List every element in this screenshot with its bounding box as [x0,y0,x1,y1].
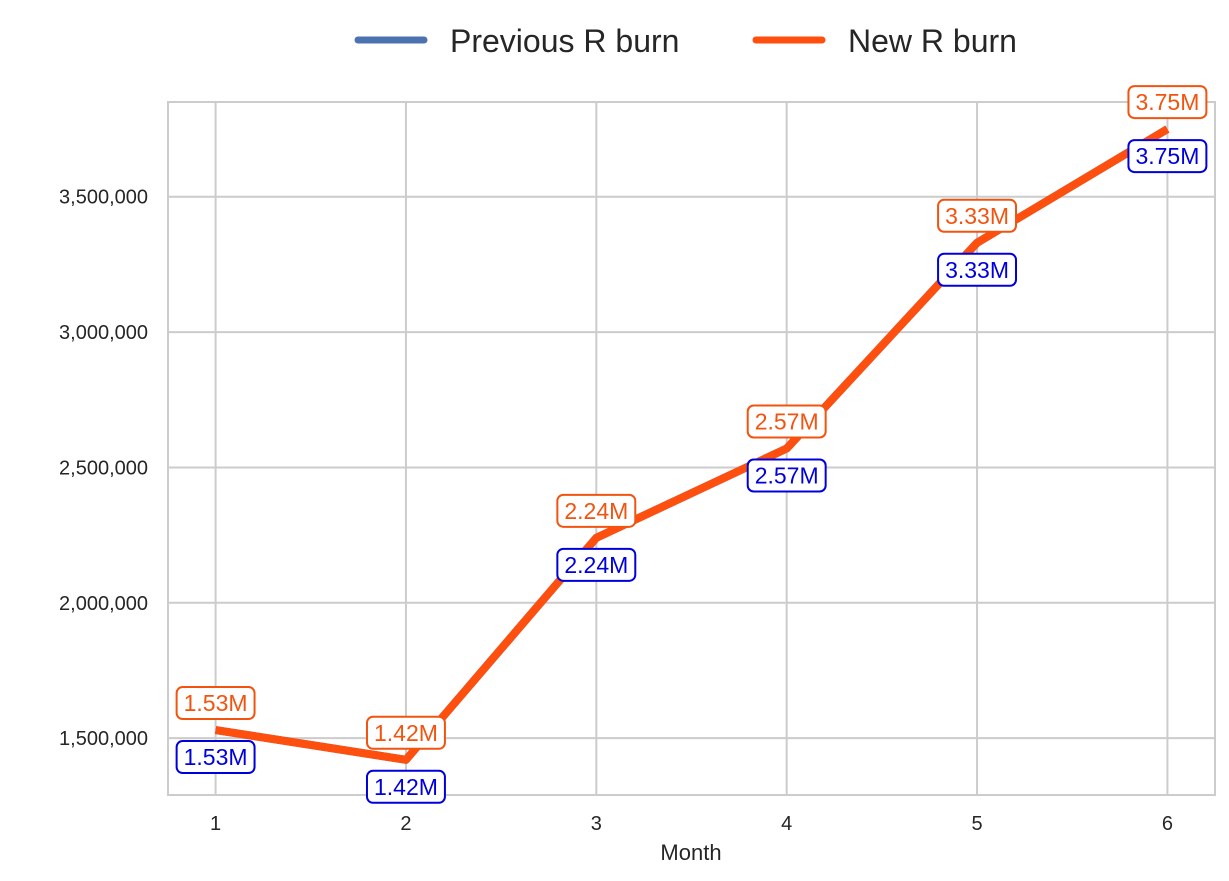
x-tick-label: 3 [591,813,602,835]
svg-text:3.75M: 3.75M [1135,89,1199,115]
legend-label-new: New R burn [848,23,1017,59]
y-tick-label: 3,000,000 [59,322,148,344]
svg-text:2.24M: 2.24M [564,498,628,524]
legend: Previous R burn New R burn [354,23,1017,59]
x-axis-ticks: 1 2 3 4 5 6 [210,813,1173,835]
data-label-0-0: 1.53M [175,740,256,775]
series-line-1 [214,125,1170,764]
x-tick-label: 2 [400,813,411,835]
series-lines [214,125,1170,764]
data-label-0-3: 2.57M [746,458,827,493]
data-label-1-4: 3.33M [937,198,1018,233]
data-label-1-0: 1.53M [175,686,256,721]
x-tick-label: 5 [971,813,982,835]
svg-text:3.33M: 3.33M [945,203,1009,229]
y-tick-label: 3,500,000 [59,187,148,209]
y-tick-label: 2,000,000 [59,593,148,615]
y-axis-ticks: 1,500,000 2,000,000 2,500,000 3,000,000 3,50… [59,187,148,750]
x-tick-label: 4 [781,813,792,835]
data-label-0-4: 3.33M [937,252,1018,287]
data-label-1-5: 3.75M [1127,85,1208,120]
data-label-0-5: 3.75M [1127,139,1208,174]
data-label-0-2: 2.24M [556,547,637,582]
grid-lines [168,102,1215,795]
legend-label-previous: Previous R burn [450,23,679,59]
svg-text:1.42M: 1.42M [374,774,438,800]
data-labels: 1.53M 1.42M 2.24M 2.57M 3.33M 3.75M 1.53M 1.42M… [175,85,1208,804]
data-label-1-3: 2.57M [746,404,827,439]
data-label-1-2: 2.24M [556,493,637,528]
plot-frame [167,101,1216,796]
svg-text:1.53M: 1.53M [184,744,248,770]
svg-text:3.75M: 3.75M [1135,143,1199,169]
x-axis-label: Month [660,840,721,865]
data-label-1-1: 1.42M [365,715,446,750]
x-tick-label: 6 [1162,813,1173,835]
svg-text:2.24M: 2.24M [564,552,628,578]
x-tick-label: 1 [210,813,221,835]
svg-text:2.57M: 2.57M [755,409,819,435]
series-line-0 [214,125,1170,764]
svg-text:1.42M: 1.42M [374,720,438,746]
svg-text:2.57M: 2.57M [755,463,819,489]
y-tick-label: 1,500,000 [59,728,148,750]
svg-text:1.53M: 1.53M [184,690,248,716]
y-tick-label: 2,500,000 [59,457,148,479]
svg-text:3.33M: 3.33M [945,257,1009,283]
data-label-0-1: 1.42M [365,769,446,804]
